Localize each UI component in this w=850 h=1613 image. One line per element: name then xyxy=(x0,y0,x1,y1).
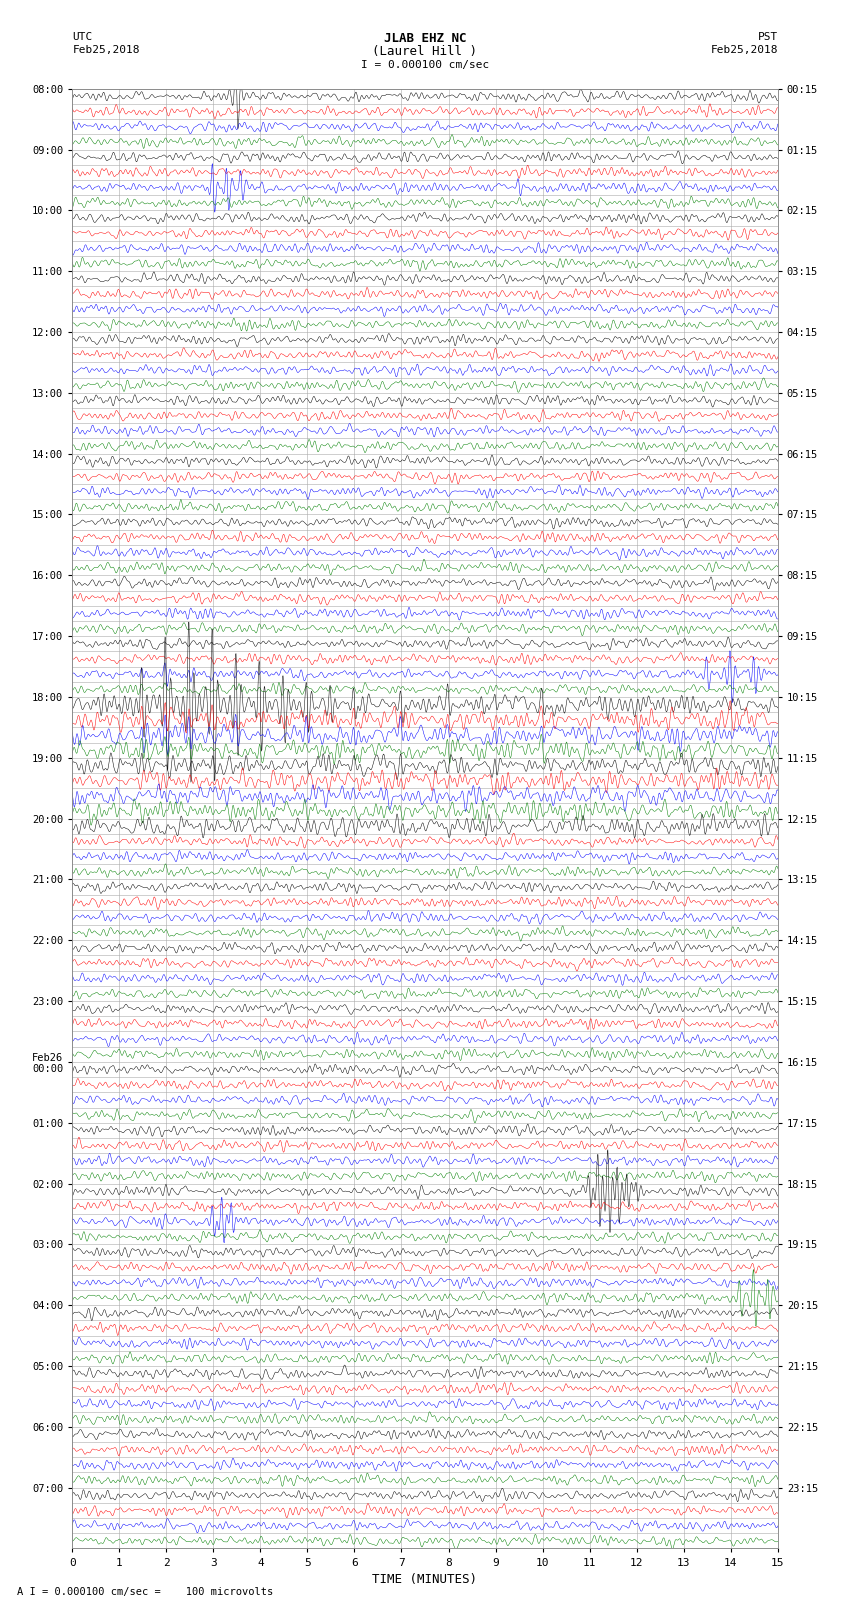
Text: I = 0.000100 cm/sec: I = 0.000100 cm/sec xyxy=(361,60,489,69)
Text: A I = 0.000100 cm/sec =    100 microvolts: A I = 0.000100 cm/sec = 100 microvolts xyxy=(17,1587,273,1597)
Text: PST: PST xyxy=(757,32,778,42)
X-axis label: TIME (MINUTES): TIME (MINUTES) xyxy=(372,1573,478,1586)
Text: JLAB EHZ NC: JLAB EHZ NC xyxy=(383,32,467,45)
Text: (Laurel Hill ): (Laurel Hill ) xyxy=(372,45,478,58)
Text: Feb25,2018: Feb25,2018 xyxy=(711,45,778,55)
Text: Feb25,2018: Feb25,2018 xyxy=(72,45,139,55)
Text: UTC: UTC xyxy=(72,32,93,42)
